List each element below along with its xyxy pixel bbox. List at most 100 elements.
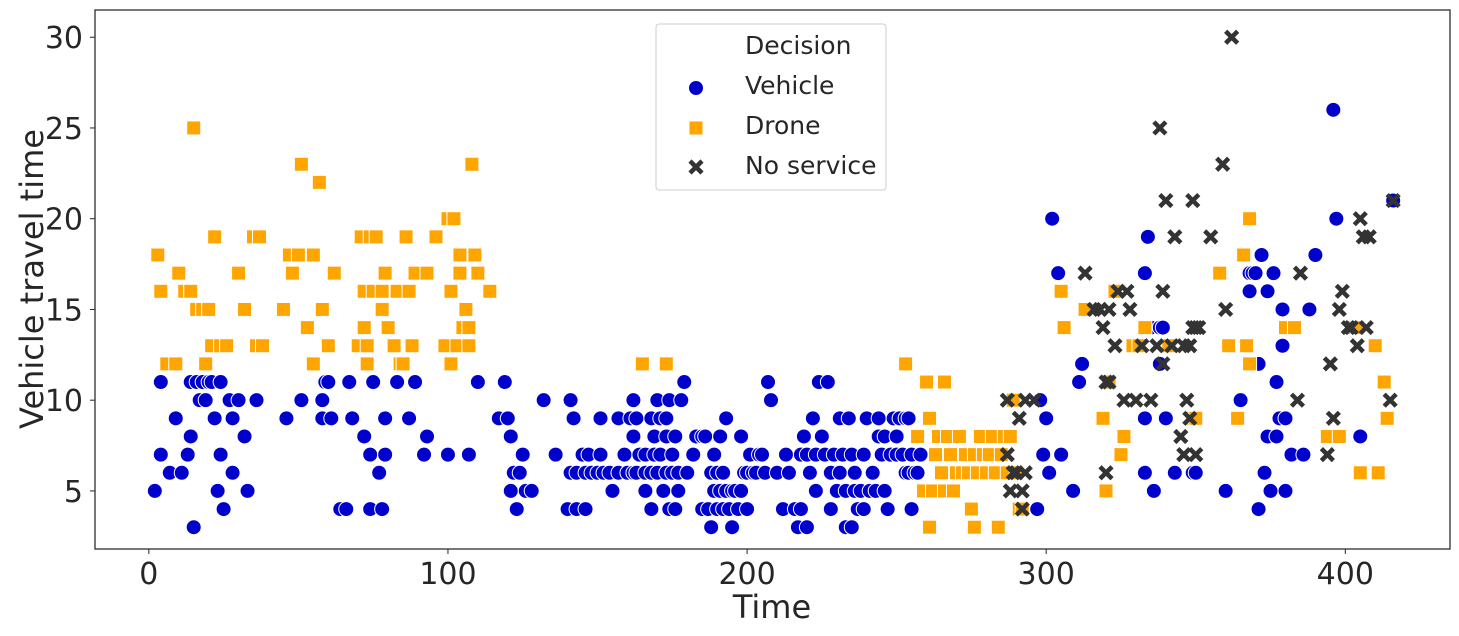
drone-point — [290, 247, 306, 263]
vehicle-point — [831, 464, 848, 481]
vehicle-point — [356, 428, 373, 445]
no-service-point — [1215, 156, 1231, 172]
no-service-point — [1191, 320, 1207, 336]
y-tick-label: 20 — [45, 203, 83, 238]
no-service-point — [1343, 320, 1359, 336]
drone-point — [446, 211, 462, 227]
vehicle-point — [715, 464, 732, 481]
vehicle-point — [879, 501, 896, 518]
vehicle-point — [439, 446, 456, 463]
vehicle-point — [197, 392, 214, 409]
vehicle-point — [179, 446, 196, 463]
vehicle-point — [469, 374, 486, 391]
no-service-point — [1011, 410, 1027, 426]
vehicle-point — [547, 446, 564, 463]
vehicle-point — [1154, 319, 1171, 336]
vehicle-point — [900, 410, 917, 427]
vehicle-point — [718, 410, 735, 427]
vehicle-point — [667, 428, 684, 445]
vehicle-point — [562, 392, 579, 409]
no-service-point — [1017, 465, 1033, 481]
vehicle-point — [1307, 247, 1324, 263]
drone-point — [1367, 338, 1383, 354]
vehicle-point — [777, 446, 794, 463]
vehicle-point — [371, 464, 388, 481]
vehicle-point — [739, 501, 756, 518]
drone-point — [1053, 283, 1069, 299]
drone-point — [401, 283, 417, 299]
drone-point — [374, 301, 390, 317]
vehicle-point — [855, 501, 872, 518]
drone-point — [186, 120, 202, 136]
drone-point — [299, 320, 315, 336]
no-service-point — [1361, 229, 1377, 245]
no-service-point — [999, 392, 1015, 408]
vehicle-point — [876, 482, 893, 499]
vehicle-point — [712, 428, 729, 445]
vehicle-point — [1256, 464, 1273, 481]
no-service-point — [1026, 392, 1042, 408]
vehicle-point — [1050, 265, 1067, 282]
vehicle-point — [1259, 283, 1276, 300]
drone-point — [1242, 356, 1258, 372]
y-tick-label: 10 — [45, 384, 83, 419]
vehicle-point — [508, 501, 525, 518]
legend-vehicle-marker — [688, 80, 704, 96]
vehicle-point — [1277, 410, 1294, 427]
no-service-point — [1155, 356, 1171, 372]
vehicle-point — [341, 374, 358, 391]
drone-point — [255, 338, 271, 354]
x-tick-label: 200 — [718, 557, 775, 592]
vehicle-point — [535, 392, 552, 409]
vehicle-point — [807, 482, 824, 499]
no-service-point — [1143, 392, 1159, 408]
no-service-point — [1107, 338, 1123, 354]
data-points — [146, 29, 1402, 536]
vehicle-point — [314, 392, 331, 409]
plot-frame — [94, 9, 1451, 550]
no-service-point — [1185, 192, 1201, 209]
vehicle-point — [625, 428, 642, 445]
no-service-point — [1014, 501, 1030, 517]
y-axis: 5 10 15 20 25 30 — [45, 21, 95, 510]
no-service-point — [1325, 410, 1341, 426]
vehicle-point — [401, 410, 418, 427]
x-axis: 0 100 200 300 400 — [139, 549, 1374, 592]
drone-point — [464, 156, 480, 172]
x-tick-label: 100 — [419, 557, 476, 592]
drone-point — [198, 356, 214, 372]
vehicle-point — [616, 446, 633, 463]
vehicle-point — [416, 446, 433, 463]
vehicle-point — [813, 428, 830, 445]
vehicle-point — [822, 501, 839, 518]
vehicle-point — [230, 392, 247, 409]
vehicle-point — [173, 464, 190, 481]
vehicle-point — [1035, 446, 1052, 463]
drone-point — [326, 265, 342, 281]
drone-point — [458, 301, 474, 317]
drone-point — [380, 320, 396, 336]
drone-point — [928, 447, 944, 463]
vehicle-point — [344, 410, 361, 427]
y-tick-label: 15 — [45, 293, 83, 328]
drone-point — [461, 320, 477, 336]
vehicle-point — [577, 501, 594, 518]
drone-point — [305, 356, 321, 372]
vehicle-point — [888, 428, 905, 445]
drone-point — [1116, 428, 1132, 444]
vehicle-point — [643, 501, 660, 518]
drone-point — [482, 283, 498, 299]
no-service-point — [1002, 483, 1018, 499]
vehicle-point — [1232, 392, 1249, 409]
drone-point — [207, 229, 223, 245]
vehicle-point — [670, 482, 687, 499]
vehicle-point — [637, 482, 654, 499]
y-tick-label: 5 — [64, 475, 83, 510]
vehicle-point — [840, 410, 857, 427]
vehicle-point — [152, 374, 169, 391]
no-service-point — [1167, 229, 1183, 245]
vehicle-point — [903, 501, 920, 518]
drone-point — [171, 265, 187, 281]
no-service-point — [1152, 120, 1168, 136]
